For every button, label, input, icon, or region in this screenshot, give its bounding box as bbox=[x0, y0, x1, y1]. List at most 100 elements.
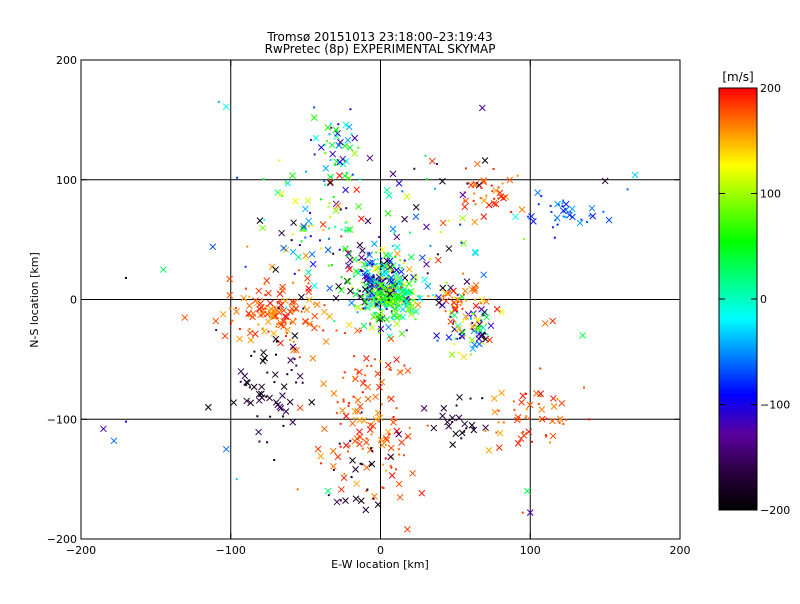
data-point-dot bbox=[471, 312, 474, 315]
data-point-dot bbox=[382, 486, 385, 489]
data-point-cross bbox=[329, 150, 337, 158]
data-point-dot bbox=[539, 367, 542, 370]
data-point-cross bbox=[271, 371, 279, 378]
data-point-cross bbox=[346, 265, 353, 273]
data-point-cross bbox=[412, 213, 420, 220]
data-point-cross bbox=[272, 266, 280, 273]
data-point-cross bbox=[439, 284, 447, 292]
data-point-cross bbox=[393, 250, 401, 257]
data-point-dot bbox=[334, 225, 337, 228]
data-point-dot bbox=[244, 265, 247, 268]
data-point-cross bbox=[460, 353, 468, 361]
data-point-dot bbox=[402, 454, 405, 457]
data-point-dot bbox=[335, 412, 338, 415]
data-point-cross bbox=[474, 160, 481, 168]
data-point-dot bbox=[295, 381, 298, 384]
data-point-dot bbox=[462, 272, 465, 275]
data-point-cross bbox=[386, 290, 394, 298]
data-point-dot bbox=[371, 263, 374, 266]
data-point-cross bbox=[352, 290, 360, 298]
data-point-cross bbox=[280, 383, 288, 390]
data-point-dot bbox=[399, 259, 402, 262]
data-point-dot bbox=[342, 248, 345, 251]
data-point-cross bbox=[384, 210, 392, 217]
data-point-cross bbox=[322, 338, 330, 345]
data-point-dot bbox=[472, 426, 475, 429]
data-point-dot bbox=[525, 415, 528, 418]
data-point-cross bbox=[337, 486, 345, 493]
data-point-dot bbox=[308, 211, 311, 214]
data-point-cross bbox=[339, 160, 347, 168]
data-point-cross bbox=[255, 390, 263, 398]
data-point-cross bbox=[355, 203, 362, 210]
data-point-dot bbox=[345, 207, 348, 210]
data-point-cross bbox=[472, 302, 480, 310]
data-point-dot bbox=[402, 262, 405, 265]
data-point-dot bbox=[292, 281, 295, 284]
data-point-dot bbox=[339, 422, 342, 425]
data-point-dot bbox=[339, 208, 342, 211]
data-point-cross bbox=[341, 142, 349, 150]
data-point-dot bbox=[562, 199, 565, 202]
data-point-cross bbox=[344, 278, 352, 285]
data-point-dot bbox=[307, 225, 310, 228]
data-point-dot bbox=[429, 258, 432, 261]
data-point-cross bbox=[468, 336, 476, 344]
data-point-cross bbox=[100, 425, 107, 433]
data-point-dot bbox=[480, 319, 483, 322]
data-point-cross bbox=[455, 414, 463, 422]
data-point-dot bbox=[465, 318, 468, 321]
data-point-cross bbox=[364, 304, 371, 311]
colorbar-tick-label: −200 bbox=[760, 504, 790, 517]
data-point-dot bbox=[380, 403, 383, 406]
data-point-cross bbox=[304, 275, 311, 282]
data-point-cross bbox=[314, 445, 322, 453]
data-point-cross bbox=[512, 213, 519, 221]
data-point-cross bbox=[430, 424, 438, 432]
data-point-dot bbox=[435, 162, 438, 165]
data-point-cross bbox=[289, 172, 296, 179]
data-point-cross bbox=[514, 440, 522, 447]
data-point-cross bbox=[356, 368, 363, 376]
data-point-cross bbox=[514, 414, 522, 421]
data-point-cross bbox=[460, 240, 468, 247]
data-point-dot bbox=[250, 354, 253, 357]
data-point-dot bbox=[275, 340, 278, 343]
data-point-cross bbox=[506, 176, 514, 184]
data-point-dot bbox=[375, 303, 378, 306]
data-point-dot bbox=[486, 333, 489, 336]
data-point-dot bbox=[473, 324, 476, 327]
data-point-cross bbox=[212, 317, 220, 325]
data-point-cross bbox=[496, 429, 504, 437]
data-point-dot bbox=[479, 196, 482, 199]
data-point-cross bbox=[277, 190, 285, 198]
data-point-dot bbox=[387, 299, 390, 302]
data-point-dot bbox=[450, 312, 453, 315]
data-point-dot bbox=[588, 418, 591, 421]
colorbar-tick-label: 200 bbox=[760, 82, 781, 95]
data-point-dot bbox=[228, 307, 231, 310]
data-point-dot bbox=[359, 178, 362, 181]
data-point-dot bbox=[403, 364, 406, 367]
data-point-cross bbox=[259, 357, 267, 365]
data-point-cross bbox=[335, 141, 343, 149]
data-point-cross bbox=[458, 332, 466, 340]
data-point-cross bbox=[518, 398, 525, 406]
data-point-cross bbox=[110, 437, 118, 445]
data-point-dot bbox=[248, 295, 251, 298]
data-point-cross bbox=[402, 298, 410, 306]
data-point-cross bbox=[359, 379, 367, 387]
data-point-dot bbox=[387, 295, 390, 298]
data-point-dot bbox=[524, 416, 527, 419]
data-point-cross bbox=[498, 389, 505, 397]
data-point-cross bbox=[474, 324, 482, 332]
data-point-cross bbox=[378, 246, 386, 253]
data-point-dot bbox=[385, 305, 388, 308]
data-point-dot bbox=[286, 332, 289, 335]
data-point-dot bbox=[569, 210, 572, 213]
data-point-cross bbox=[393, 427, 401, 435]
data-point-dot bbox=[289, 321, 292, 324]
data-point-dot bbox=[474, 290, 477, 293]
data-point-dot bbox=[472, 199, 475, 202]
data-point-dot bbox=[361, 463, 364, 466]
